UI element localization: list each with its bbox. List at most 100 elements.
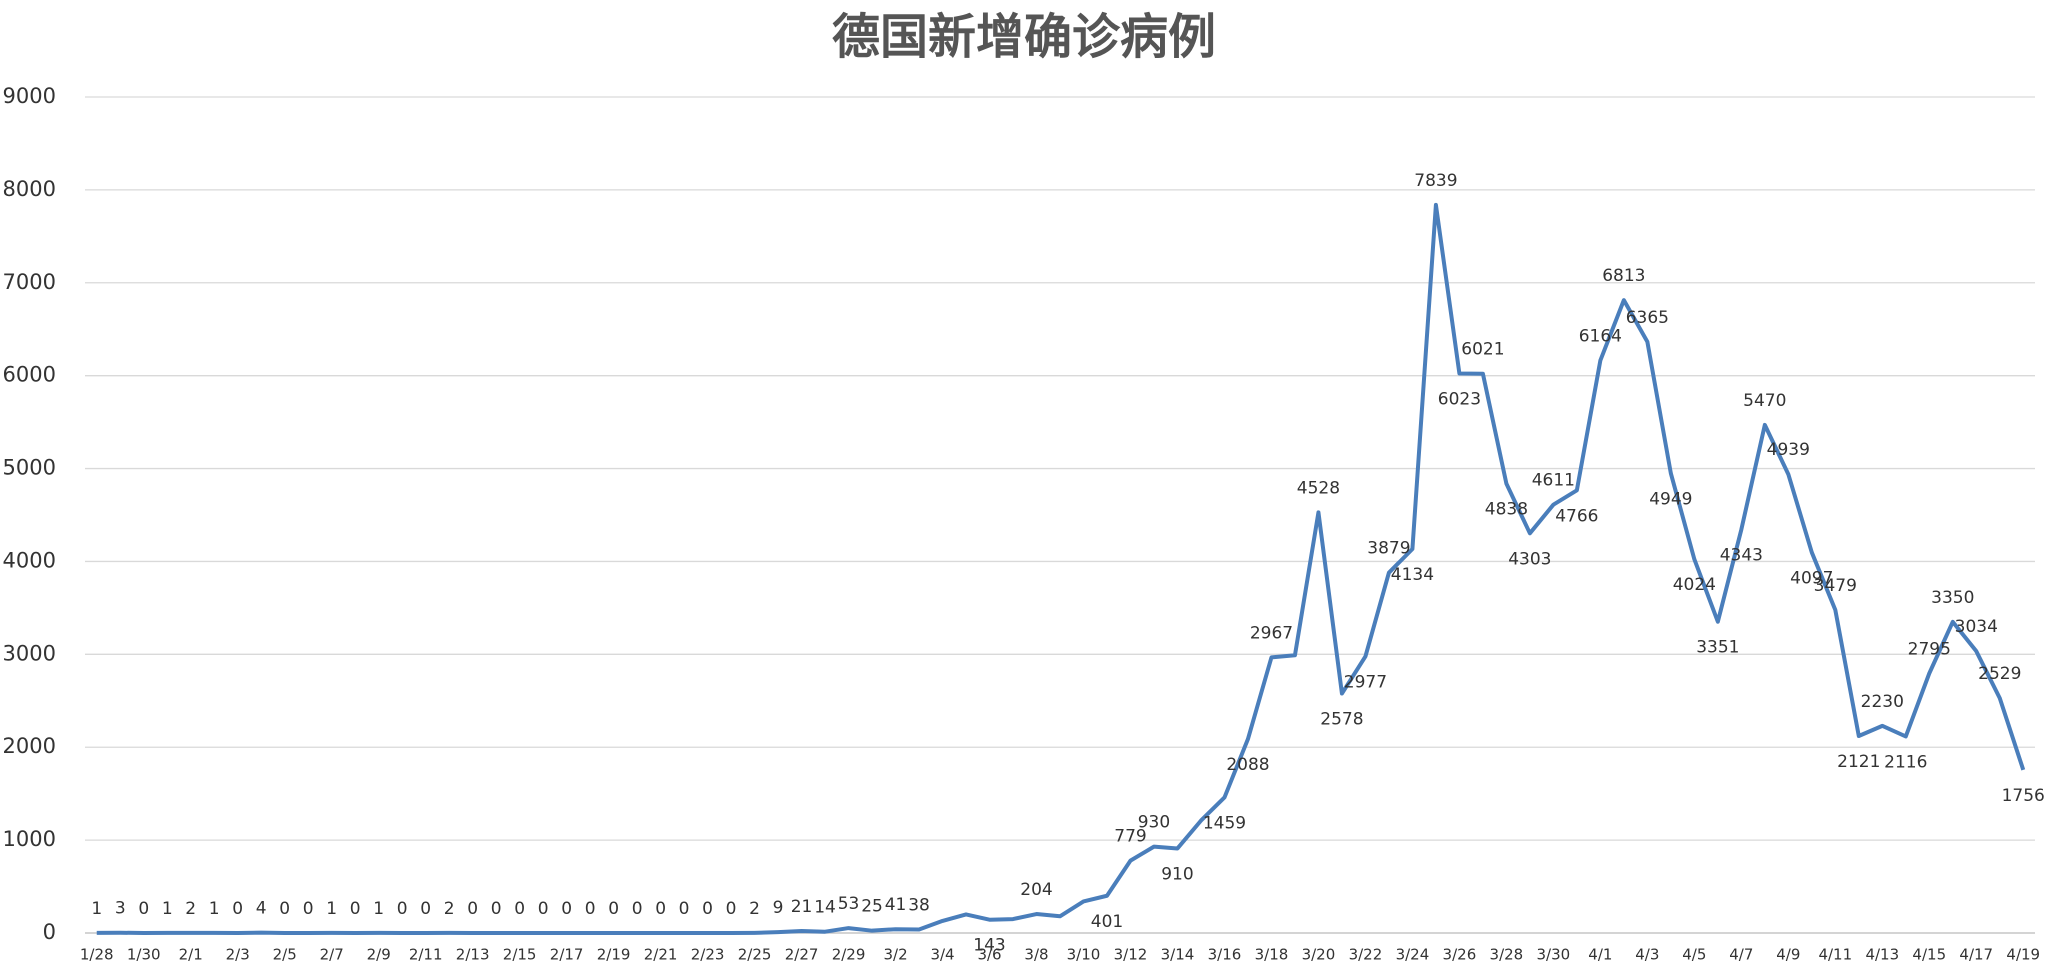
data-label: 4 (256, 899, 267, 919)
data-label: 4134 (1391, 565, 1434, 585)
data-label: 21 (791, 897, 813, 917)
x-tick-label: 2/19 (597, 946, 631, 964)
data-label: 4024 (1673, 575, 1716, 595)
data-label: 0 (585, 899, 596, 919)
data-label: 4939 (1767, 440, 1810, 460)
data-label: 401 (1091, 912, 1123, 932)
x-tick-label: 3/12 (1114, 946, 1148, 964)
data-label: 143 (973, 936, 1005, 956)
data-label: 14 (814, 898, 836, 918)
x-tick-label: 3/4 (930, 946, 954, 964)
data-label: 4303 (1508, 549, 1551, 569)
x-tick-label: 4/11 (1818, 946, 1852, 964)
data-label: 0 (138, 899, 149, 919)
x-tick-label: 4/1 (1588, 946, 1612, 964)
data-label: 3351 (1696, 638, 1739, 658)
data-label: 910 (1161, 864, 1193, 884)
x-tick-label: 2/1 (179, 946, 203, 964)
data-label: 0 (279, 899, 290, 919)
x-tick-label: 3/2 (883, 946, 907, 964)
x-tick-label: 3/24 (1396, 946, 1430, 964)
data-label: 204 (1020, 880, 1052, 900)
data-label: 0 (303, 899, 314, 919)
data-label: 2977 (1344, 672, 1387, 692)
data-label: 4097 (1790, 568, 1833, 588)
x-tick-label: 4/13 (1865, 946, 1899, 964)
x-tick-label: 4/19 (2006, 946, 2040, 964)
x-tick-label: 2/25 (738, 946, 772, 964)
data-label: 2795 (1908, 639, 1951, 659)
x-tick-label: 3/20 (1302, 946, 1336, 964)
x-tick-label: 4/5 (1682, 946, 1706, 964)
data-label: 0 (420, 899, 431, 919)
x-tick-label: 3/14 (1161, 946, 1195, 964)
data-label: 4766 (1555, 506, 1598, 526)
data-label: 6164 (1579, 326, 1622, 346)
data-label: 930 (1138, 813, 1170, 833)
y-tick-label: 6000 (3, 363, 56, 387)
y-tick-label: 8000 (3, 177, 56, 201)
x-tick-label: 3/26 (1443, 946, 1477, 964)
data-label: 0 (397, 899, 408, 919)
x-tick-label: 4/15 (1912, 946, 1946, 964)
x-tick-label: 2/9 (367, 946, 391, 964)
chart-title: 德国新增确诊病例 (832, 9, 1216, 65)
data-label: 3034 (1955, 617, 1998, 637)
x-tick-label: 2/13 (456, 946, 490, 964)
data-label: 9 (773, 898, 784, 918)
data-label: 0 (467, 899, 478, 919)
data-label: 0 (538, 899, 549, 919)
data-label: 2116 (1884, 752, 1927, 772)
x-tick-label: 2/15 (503, 946, 537, 964)
data-label: 25 (861, 897, 883, 917)
x-tick-label: 1/28 (80, 946, 114, 964)
x-tick-label: 4/7 (1729, 946, 1753, 964)
x-tick-label: 2/23 (691, 946, 725, 964)
x-tick-label: 4/3 (1635, 946, 1659, 964)
data-label: 1 (162, 899, 173, 919)
data-label: 0 (702, 899, 713, 919)
data-label: 0 (632, 899, 643, 919)
data-label: 6813 (1602, 266, 1645, 286)
x-tick-label: 3/8 (1024, 946, 1048, 964)
data-label: 2529 (1978, 664, 2021, 684)
data-label: 3 (115, 899, 126, 919)
y-tick-label: 7000 (3, 270, 56, 294)
x-tick-label: 3/28 (1490, 946, 1524, 964)
data-label: 53 (838, 894, 860, 914)
data-label: 2121 (1837, 752, 1880, 772)
data-label: 6023 (1438, 390, 1481, 410)
x-tick-label: 2/21 (644, 946, 678, 964)
data-label: 2088 (1226, 755, 1269, 775)
data-label: 6365 (1626, 308, 1669, 328)
x-tick-label: 2/17 (550, 946, 584, 964)
data-label: 0 (655, 899, 666, 919)
data-label: 0 (232, 899, 243, 919)
y-tick-label: 2000 (3, 734, 56, 758)
x-tick-label: 3/18 (1255, 946, 1289, 964)
data-label: 1 (91, 899, 102, 919)
data-label: 2578 (1320, 710, 1363, 730)
x-tick-label: 3/30 (1537, 946, 1571, 964)
data-label: 2 (185, 899, 196, 919)
data-label: 38 (908, 895, 930, 915)
y-tick-label: 3000 (3, 641, 56, 665)
x-tick-label: 2/5 (273, 946, 297, 964)
data-label: 4838 (1485, 500, 1528, 520)
data-label: 3350 (1931, 588, 1974, 608)
x-tick-label: 2/29 (832, 946, 866, 964)
x-tick-label: 4/17 (1959, 946, 1993, 964)
y-tick-label: 5000 (3, 456, 56, 480)
x-tick-label: 3/16 (1208, 946, 1242, 964)
data-label: 1756 (2002, 786, 2045, 806)
x-tick-label: 3/6 (977, 946, 1001, 964)
data-label: 4949 (1649, 489, 1692, 509)
y-tick-label: 1000 (3, 827, 56, 851)
data-label: 0 (514, 899, 525, 919)
data-label: 2967 (1250, 623, 1293, 643)
x-tick-label: 1/30 (127, 946, 161, 964)
y-tick-label: 9000 (3, 84, 56, 108)
x-tick-label: 3/22 (1349, 946, 1383, 964)
data-label: 1 (209, 899, 220, 919)
